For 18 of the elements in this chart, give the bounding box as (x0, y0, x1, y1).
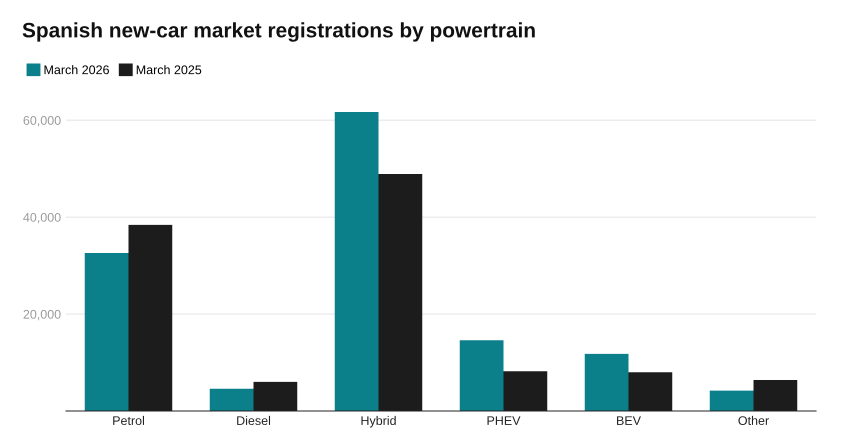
bar (84, 253, 128, 411)
legend-label: March 2025 (136, 65, 202, 74)
bar (210, 388, 254, 411)
bar (460, 340, 504, 411)
x-tick-label: BEV (617, 416, 641, 425)
y-tick-label: 40,000 (23, 212, 61, 224)
x-tick-label: PHEV (488, 416, 520, 425)
bar (584, 354, 628, 411)
bar (710, 390, 754, 411)
y-tick-label: 20,000 (24, 310, 61, 320)
legend-label: March 2026 (44, 65, 109, 74)
x-tick-label: Diesel (237, 416, 270, 426)
y-tick-label: 60,000 (24, 116, 61, 126)
x-tick-label: Petrol (113, 416, 144, 426)
x-tick-label: Hybrid (361, 416, 396, 428)
bar (334, 112, 378, 411)
x-tick-label: Other (738, 416, 769, 426)
chart-title: Spanish new-car market registrations by powertrain (22, 22, 535, 42)
